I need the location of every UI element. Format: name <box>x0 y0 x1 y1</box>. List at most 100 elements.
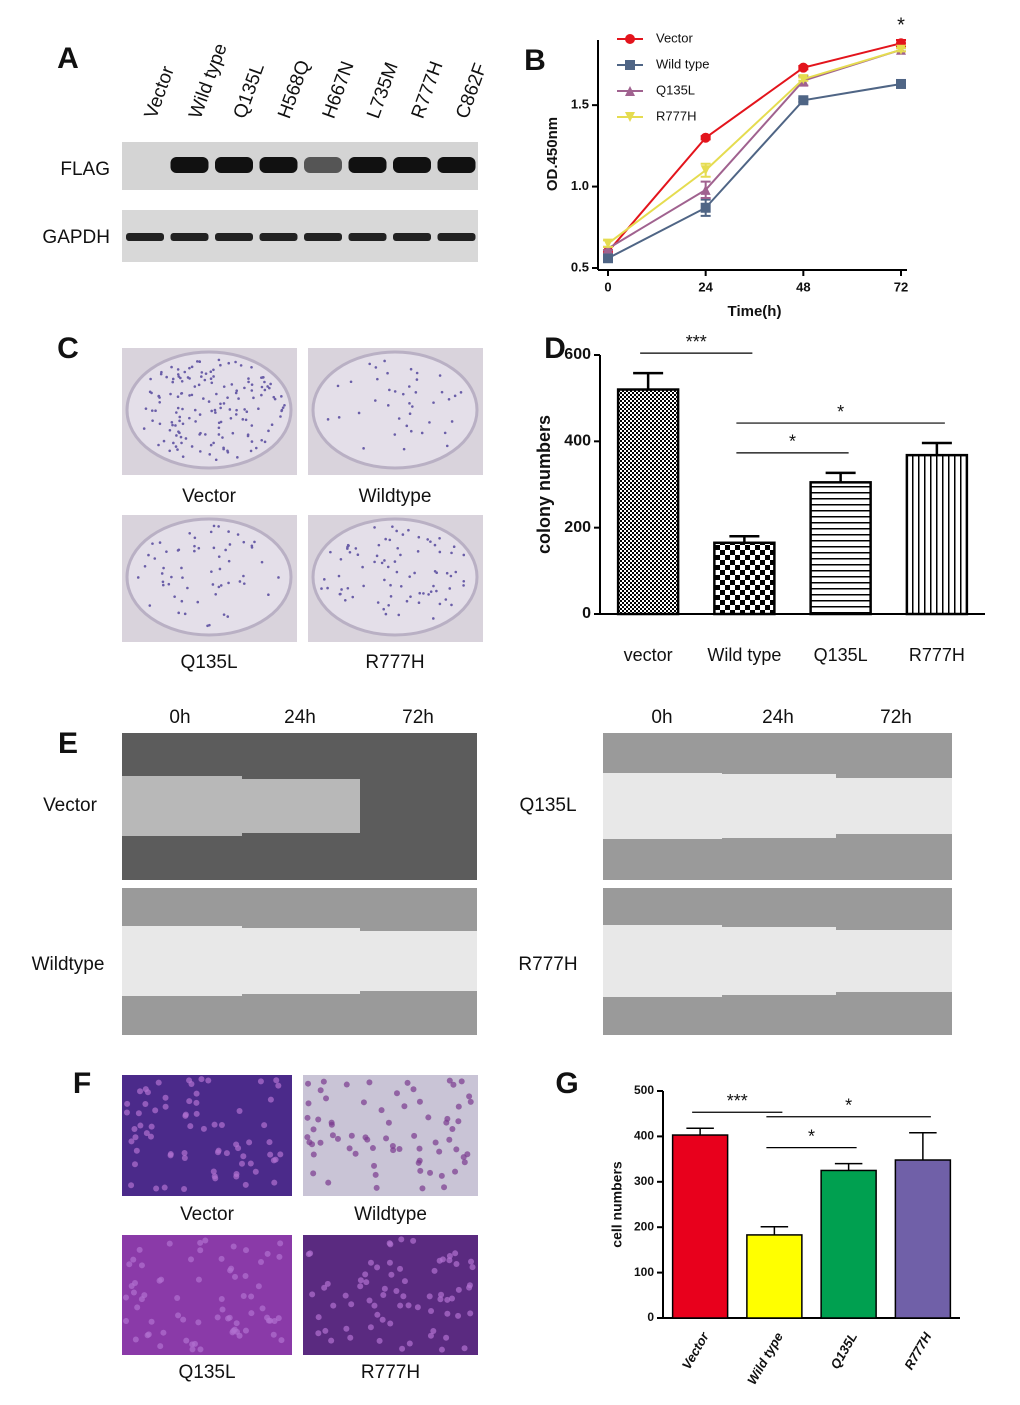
cell <box>449 1125 456 1132</box>
cell <box>328 1337 335 1344</box>
x-tick-label: Wild type <box>744 1330 786 1387</box>
colony <box>178 415 182 419</box>
colony <box>217 525 220 528</box>
colony <box>393 433 397 436</box>
cell <box>419 1185 426 1192</box>
x-tick-label: Wild type <box>707 645 781 665</box>
colony <box>219 402 222 406</box>
significance-label: *** <box>727 1091 748 1111</box>
colony <box>153 557 157 560</box>
colony <box>422 592 425 595</box>
colony <box>228 543 232 546</box>
colony <box>165 550 168 553</box>
cell <box>378 1107 385 1114</box>
colony <box>396 546 400 550</box>
marker <box>798 74 809 85</box>
lane-label: H667N <box>319 59 359 122</box>
cell <box>134 1304 141 1311</box>
error-bar <box>825 471 856 483</box>
cell <box>252 1168 259 1175</box>
band <box>348 157 387 173</box>
cell <box>233 1141 240 1148</box>
cell <box>348 1301 355 1308</box>
colony <box>228 408 232 411</box>
colony <box>194 420 197 423</box>
time-label: 24h <box>284 707 316 728</box>
cell <box>219 1306 226 1313</box>
cell <box>383 1135 390 1142</box>
cell <box>315 1116 322 1123</box>
cell <box>343 1081 350 1088</box>
cell <box>273 1077 280 1084</box>
lane-label: L735M <box>363 60 403 122</box>
cell <box>366 1079 373 1086</box>
wound-gap <box>122 776 242 836</box>
colony <box>190 393 194 397</box>
panel-letter: E <box>58 727 78 760</box>
series-line <box>607 48 902 250</box>
colony <box>176 368 180 371</box>
colony <box>411 405 414 408</box>
colony <box>215 392 218 396</box>
colony <box>413 571 416 575</box>
cell <box>186 1098 193 1105</box>
colony <box>267 429 270 433</box>
cell <box>461 1159 468 1166</box>
cell <box>371 1162 378 1169</box>
cell <box>202 1237 209 1244</box>
colony <box>263 388 267 392</box>
marker <box>798 95 809 106</box>
colony <box>149 377 152 381</box>
colony <box>151 419 154 422</box>
cell <box>167 1151 174 1158</box>
transwell-photo <box>303 1235 478 1355</box>
cell <box>348 1132 355 1139</box>
band <box>437 233 476 241</box>
cell <box>455 1286 462 1293</box>
colony <box>459 391 463 394</box>
colony <box>157 443 160 447</box>
band <box>170 233 209 241</box>
cell <box>267 1151 274 1158</box>
legend-marker <box>625 86 635 96</box>
colony <box>408 575 411 578</box>
colony <box>188 531 191 535</box>
colony <box>348 550 352 554</box>
cell <box>317 1087 324 1094</box>
colony <box>217 585 221 589</box>
colony <box>415 371 419 375</box>
colony <box>435 589 438 593</box>
colony <box>374 399 377 402</box>
cell <box>342 1292 349 1299</box>
row-label: R777H <box>518 954 577 975</box>
cell <box>133 1147 140 1154</box>
colony <box>373 560 376 564</box>
cell <box>404 1079 411 1086</box>
colony <box>159 372 163 376</box>
image-label: R777H <box>365 652 424 673</box>
cell <box>452 1168 459 1175</box>
colony <box>222 385 226 388</box>
cell <box>233 1320 240 1327</box>
colony <box>210 381 214 385</box>
cell <box>467 1098 474 1105</box>
cell <box>153 1185 160 1192</box>
marker <box>603 238 613 249</box>
y-axis-label: OD.450nm <box>544 117 561 191</box>
legend-marker <box>625 112 635 122</box>
colony <box>200 371 204 374</box>
colony <box>349 380 353 384</box>
colony <box>250 546 254 549</box>
cell <box>131 1161 138 1168</box>
colony <box>165 375 168 379</box>
colony <box>200 375 203 378</box>
colony <box>188 416 191 420</box>
y-tick-label: 200 <box>564 519 591 536</box>
colony <box>183 370 187 374</box>
band <box>393 157 431 173</box>
legend-label: Q135L <box>656 82 695 97</box>
colony <box>462 579 466 583</box>
colony <box>209 443 213 447</box>
colony <box>435 571 438 575</box>
